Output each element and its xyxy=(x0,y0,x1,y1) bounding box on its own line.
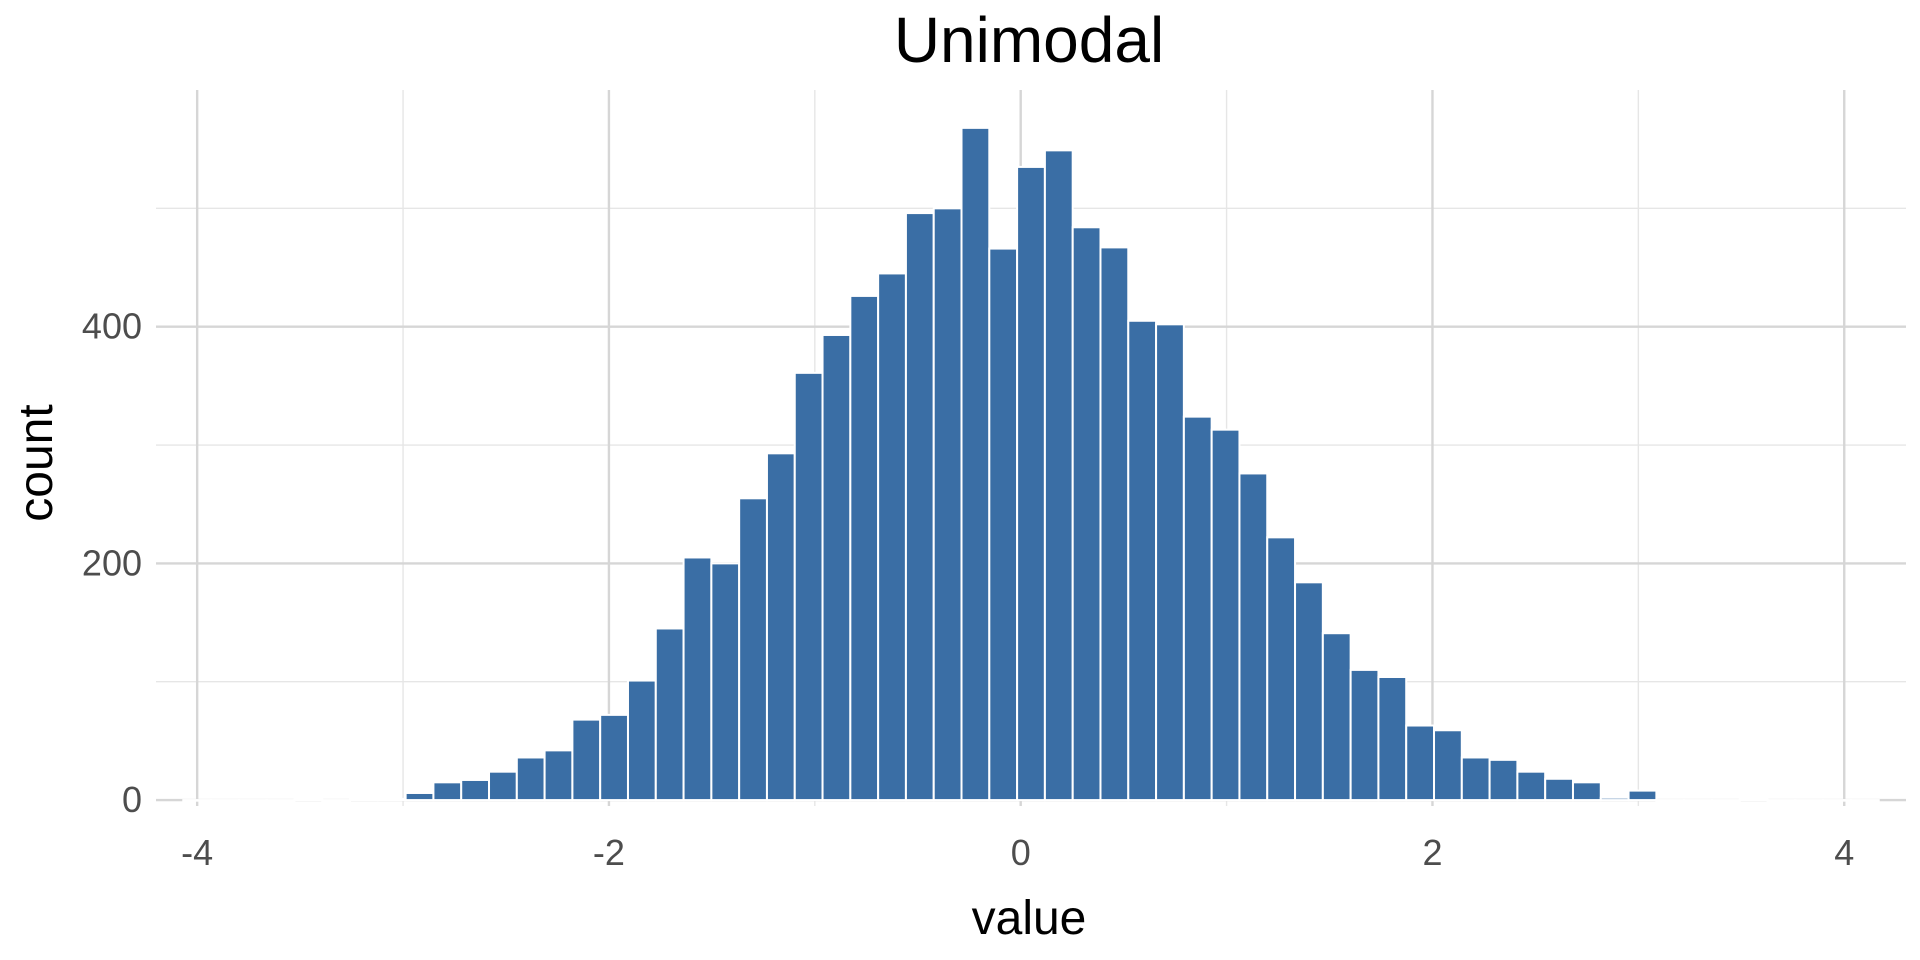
histogram-bar xyxy=(515,756,546,802)
histogram-bar xyxy=(1155,323,1185,802)
x-tick-label: 4 xyxy=(1834,832,1854,873)
histogram-bar xyxy=(404,791,435,802)
histogram-bar xyxy=(904,212,935,802)
x-axis-ticks: -4 -2 0 2 4 xyxy=(181,832,1854,873)
histogram-bar xyxy=(1822,799,1852,802)
histogram-bar xyxy=(1849,799,1880,802)
histogram-bar xyxy=(1460,756,1491,802)
histogram-bar xyxy=(877,272,907,802)
histogram-bar xyxy=(237,799,268,802)
histogram-bar xyxy=(1043,149,1074,802)
histogram-bar xyxy=(765,452,796,802)
histogram-bar xyxy=(1210,428,1241,802)
histogram-bar xyxy=(1071,226,1102,802)
histogram-bar xyxy=(376,797,407,802)
histogram-bar xyxy=(1683,799,1713,802)
histogram-bar xyxy=(543,749,574,802)
histogram-bar xyxy=(1266,536,1297,802)
histogram-bar xyxy=(432,781,463,802)
histogram-bar xyxy=(1516,770,1547,802)
histogram-bar xyxy=(1488,758,1519,802)
histogram-bar xyxy=(682,556,713,802)
x-tick-label: -4 xyxy=(181,832,213,873)
chart-title: Unimodal xyxy=(894,4,1164,76)
histogram-bar xyxy=(349,797,379,802)
histogram-bar xyxy=(1571,781,1602,802)
histogram-bar xyxy=(1127,319,1158,802)
histogram-bar xyxy=(1238,472,1269,802)
histogram-bar xyxy=(321,799,352,802)
histogram-bar xyxy=(793,371,824,802)
histogram-bar xyxy=(1710,799,1741,802)
histogram-bar xyxy=(265,799,296,802)
histogram-bar xyxy=(1627,789,1658,802)
histogram-bar xyxy=(1433,729,1463,802)
histogram-bar xyxy=(710,562,741,802)
histogram-bar xyxy=(1321,632,1352,802)
bars xyxy=(182,126,1880,802)
histogram-bar xyxy=(932,207,963,802)
histogram-bar xyxy=(293,797,324,802)
histogram-bar xyxy=(1794,799,1825,802)
histogram-bar xyxy=(960,126,991,802)
histogram-bar xyxy=(1099,246,1130,802)
histogram-bar xyxy=(626,679,657,802)
histogram-bar xyxy=(1544,777,1574,802)
histogram-bar xyxy=(988,247,1019,802)
y-axis-ticks: 0 200 400 xyxy=(82,306,142,820)
x-tick-label: 0 xyxy=(1011,832,1031,873)
histogram-bar xyxy=(1377,676,1408,802)
x-axis-title: value xyxy=(972,892,1087,945)
histogram-bar xyxy=(1294,581,1324,802)
y-axis-title: count xyxy=(10,404,63,521)
histogram-bar xyxy=(488,770,518,802)
histogram-bar xyxy=(1349,668,1380,802)
histogram-bar xyxy=(1405,724,1436,802)
y-tick-label: 200 xyxy=(82,542,142,583)
histogram-bar xyxy=(182,799,213,802)
histogram-bar xyxy=(1655,799,1686,802)
histogram-bar xyxy=(571,718,602,802)
histogram-bar xyxy=(210,799,240,802)
histogram-bar xyxy=(654,627,685,802)
histogram-bar xyxy=(849,294,880,802)
y-tick-label: 400 xyxy=(82,306,142,347)
histogram-bar xyxy=(599,713,629,802)
histogram-bar xyxy=(1599,796,1630,802)
histogram-bar xyxy=(1766,799,1797,802)
histogram-bar xyxy=(1016,165,1046,802)
x-tick-label: -2 xyxy=(593,832,625,873)
histogram-bar xyxy=(1738,797,1769,802)
histogram-bar xyxy=(821,333,852,802)
histogram-bar xyxy=(1182,415,1213,802)
x-tick-label: 2 xyxy=(1422,832,1442,873)
y-tick-label: 0 xyxy=(122,779,142,820)
histogram-bar xyxy=(460,778,491,802)
histogram-bar xyxy=(738,497,768,802)
